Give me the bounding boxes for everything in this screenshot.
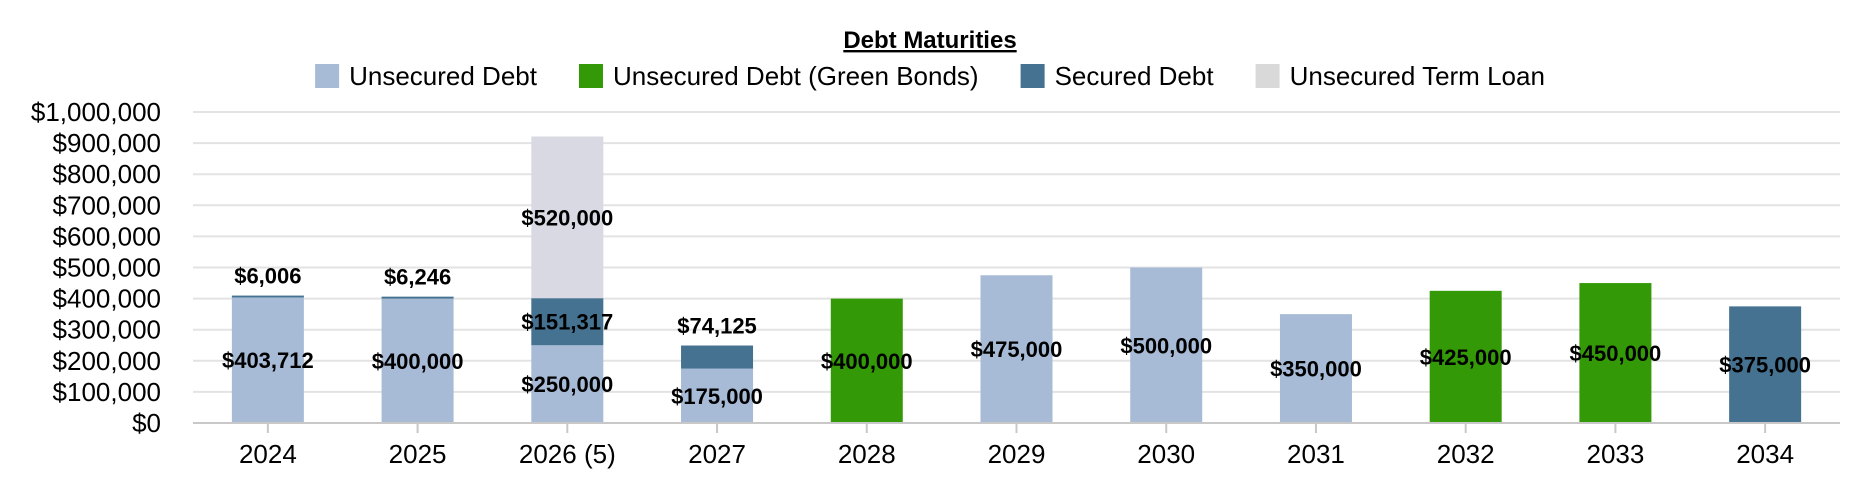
bar-value-label: $375,000: [1719, 353, 1811, 378]
x-tick-label: 2027: [688, 439, 746, 469]
legend: Unsecured Debt Unsecured Debt (Green Bond…: [315, 61, 1545, 91]
bar: [531, 136, 604, 299]
x-axis: 2024 2025 2026 (5) 2027 2028 2029 2030 2031 2032…: [193, 422, 1840, 469]
x-tick-label: 2030: [1137, 439, 1195, 469]
bar-value-label: $400,000: [372, 349, 464, 374]
legend-item: Unsecured Debt (Green Bonds): [578, 61, 979, 91]
bar-value-label: $175,000: [671, 384, 763, 409]
bar: [531, 345, 604, 423]
bar-value-label: $450,000: [1570, 341, 1662, 366]
legend-label: Unsecured Term Loan: [1290, 61, 1545, 91]
legend-item: Unsecured Term Loan: [1255, 61, 1545, 91]
legend-swatch: [315, 64, 340, 88]
bar-value-label: $475,000: [971, 337, 1063, 362]
y-tick-label: $800,000: [53, 159, 161, 189]
bar: [1729, 306, 1802, 423]
x-tick-label: 2033: [1586, 439, 1644, 469]
legend-label: Unsecured Debt (Green Bonds): [613, 61, 979, 91]
y-tick-label: $1,000,000: [31, 97, 161, 127]
data-labels: $403,712 $400,000 $250,000 $175,000 $475,000…: [222, 205, 1811, 408]
x-tick-label: 2031: [1287, 439, 1345, 469]
bar-value-label: $350,000: [1270, 357, 1362, 382]
bar-value-label: $250,000: [521, 372, 613, 397]
y-tick-label: $100,000: [53, 377, 161, 407]
y-tick-label: $900,000: [53, 128, 161, 158]
bar-value-label: $425,000: [1420, 345, 1512, 370]
bar-value-label: $6,246: [384, 265, 451, 290]
y-tick-label: $0: [132, 408, 161, 438]
bar: [231, 297, 304, 423]
bar-value-label: $400,000: [821, 349, 913, 374]
bar: [1429, 290, 1502, 423]
legend-swatch: [1020, 64, 1045, 88]
bar-value-label: $74,125: [677, 314, 757, 339]
x-tick-label: 2032: [1437, 439, 1495, 469]
bar: [1130, 267, 1203, 423]
bar: [980, 275, 1053, 423]
legend-item: Unsecured Debt: [315, 61, 538, 91]
bar: [830, 298, 903, 423]
y-tick-label: $200,000: [53, 346, 161, 376]
legend-swatch: [578, 64, 603, 88]
bar-value-label: $520,000: [521, 205, 613, 230]
y-tick-label: $700,000: [53, 190, 161, 220]
legend-label: Unsecured Debt: [349, 61, 538, 91]
bars: [231, 136, 1802, 423]
bar: [1279, 314, 1352, 423]
bar-value-label: $6,006: [234, 264, 301, 289]
bar: [1579, 283, 1652, 423]
x-tick-label: 2026 (5): [519, 439, 616, 469]
x-tick-label: 2029: [988, 439, 1046, 469]
y-tick-label: $500,000: [53, 253, 161, 283]
bar-value-label: $403,712: [222, 348, 314, 373]
x-tick-label: 2024: [239, 439, 297, 469]
chart-title: Debt Maturities: [843, 27, 1016, 54]
bar: [231, 295, 304, 298]
y-tick-label: $300,000: [53, 315, 161, 345]
x-tick-label: 2028: [838, 439, 896, 469]
bar: [381, 298, 454, 423]
legend-label: Secured Debt: [1055, 61, 1215, 91]
bar-value-label: $151,317: [521, 310, 613, 335]
bar: [681, 345, 754, 369]
bar: [681, 368, 754, 423]
y-tick-label: $600,000: [53, 221, 161, 251]
legend-item: Secured Debt: [1020, 61, 1215, 91]
legend-swatch: [1255, 64, 1280, 88]
bar: [531, 298, 604, 346]
x-tick-label: 2025: [389, 439, 447, 469]
gridlines: [193, 111, 1840, 393]
x-tick-label: 2034: [1736, 439, 1794, 469]
bar: [381, 296, 454, 299]
y-tick-label: $400,000: [53, 284, 161, 314]
y-axis: $0$100,000$200,000$300,000$400,000$500,0…: [31, 97, 161, 438]
bar-value-label: $500,000: [1120, 333, 1212, 358]
